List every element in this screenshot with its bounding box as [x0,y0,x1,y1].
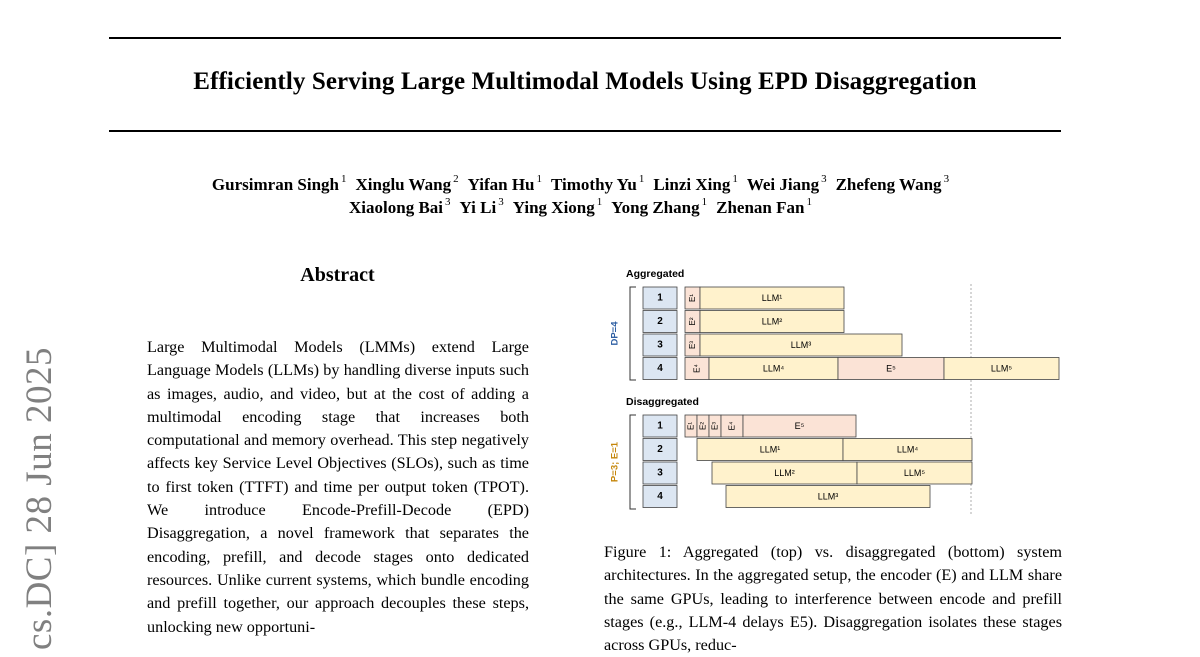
gpu-id-box [642,286,678,310]
disaggregated-llm-block [856,461,973,485]
author-affiliation: 1 [638,173,645,186]
gpu-id-label: 4 [657,363,663,374]
figure-1-caption: Figure 1: Aggregated (top) vs. disaggreg… [604,543,1062,655]
disaggregated-block-label: E¹ [687,422,696,430]
gpu-id-label: 4 [657,491,663,502]
author-name: Xiaolong Bai [349,198,444,217]
aggregated-block-label: E³ [688,341,697,349]
author-name: Timothy Yu [551,175,637,194]
aggregated-block-label: LLM¹ [762,293,783,303]
abstract-heading: Abstract [300,264,375,286]
aggregated-llm-block [943,357,1060,380]
aggregated-block-label: E⁴ [693,364,702,373]
author-name: Yi Li [459,198,497,217]
gpu-id-box [642,438,678,461]
disaggregated-block-label: LLM² [774,468,795,478]
aggregated-block-label: LLM⁵ [991,364,1013,374]
disaggregated-block-label: E² [699,422,708,430]
abstract-body: Large Multimodal Models (LMMs) extend La… [147,338,529,636]
aggregated-label: Aggregated [626,268,684,280]
gpu-id-label: 2 [657,444,663,455]
author-affiliation: 1 [701,196,708,209]
disaggregated-block-label: E⁴ [728,421,737,430]
dp-label: DP=4 [610,321,621,346]
aggregated-block-label: LLM³ [791,340,812,350]
aggregated-block-label: E⁵ [886,364,896,374]
aggregated-llm-block [699,310,845,333]
author-name: Yong Zhang [611,198,700,217]
gpu-id-label: 1 [657,421,663,432]
aggregated-block-label: LLM² [762,317,783,327]
gpu-id-box [642,310,678,333]
gpu-id-box [642,414,678,438]
author-affiliation: 2 [453,173,459,186]
author-affiliation: 1 [536,173,543,186]
author-affiliation: 3 [943,173,950,186]
disaggregated-label: Disaggregated [626,396,699,408]
gpu-id-label: 2 [657,316,663,327]
author-name: Linzi Xing [653,175,731,194]
aggregated-block-label: E¹ [688,294,697,302]
aggregated-llm-block [699,333,903,357]
paper-title: Efficiently Serving Large Multimodal Mod… [193,68,977,95]
author-name: Wei Jiang [746,175,820,194]
author-affiliation: 1 [340,173,347,186]
gpu-id-box [642,461,678,485]
author-name: Yifan Hu [467,175,535,194]
aggregated-block-label: LLM⁴ [763,364,785,374]
disaggregated-block-label: E³ [711,422,720,430]
disaggregated-block-label: LLM⁵ [904,468,926,478]
figure-1: Aggregated Disaggregated DP=4 P=3; E=1 1 1 2 2 3… [600,262,1065,522]
author-name: Gursimran Singh [211,175,339,194]
disaggregated-block-label: E⁵ [795,421,805,431]
gpu-id-box [642,333,678,357]
aggregated-block-label: E² [688,317,697,325]
gpu-id-box [642,357,678,380]
author-affiliation: 3 [821,173,827,186]
author-name: Zhenan Fan [716,198,805,217]
gpu-id-label: 3 [657,468,663,479]
author-name: Ying Xiong [512,198,595,217]
title-rule-bottom [109,130,1061,132]
gpu-id-label: 1 [657,293,663,304]
disaggregated-llm-block [725,485,931,508]
author-affiliation: 1 [732,173,738,186]
author-list-line-1: Gursimran Singh 1 Xinglu Wang 2 Yifan Hu 1 Tim… [0,173,1170,195]
disaggregated-llm-block [842,438,973,461]
gpu-id-box [642,485,678,508]
disaggregated-block-label: LLM³ [818,492,839,502]
author-list-line-2: Xiaolong Bai 3 Yi Li 3 Ying Xiong 1 Yong Zhang… [0,196,1170,218]
author-affiliation: 1 [806,196,812,209]
author-affiliation: 1 [596,196,603,209]
dp-label-bracket [629,286,636,381]
disaggregated-block-label: LLM⁴ [897,445,919,455]
pe-label-bracket [629,414,636,510]
author-affiliation: 3 [498,196,504,209]
disaggregated-block-label: LLM¹ [760,445,781,455]
gpu-id-label: 3 [657,340,663,351]
aggregated-llm-block [699,286,845,310]
author-name: Xinglu Wang [355,175,452,194]
pe-label: P=3; E=1 [610,441,621,482]
title-rule-top [109,37,1061,39]
author-name: Zhefeng Wang [835,175,942,194]
arxiv-side-stamp: cs.DC] 28 Jun 2025 [19,347,60,650]
figure-1-diagram: Aggregated Disaggregated DP=4 P=3; E=1 1 1 2 2 3… [610,268,1060,514]
disaggregated-encoder-block [742,414,857,438]
author-affiliation: 3 [445,196,451,209]
